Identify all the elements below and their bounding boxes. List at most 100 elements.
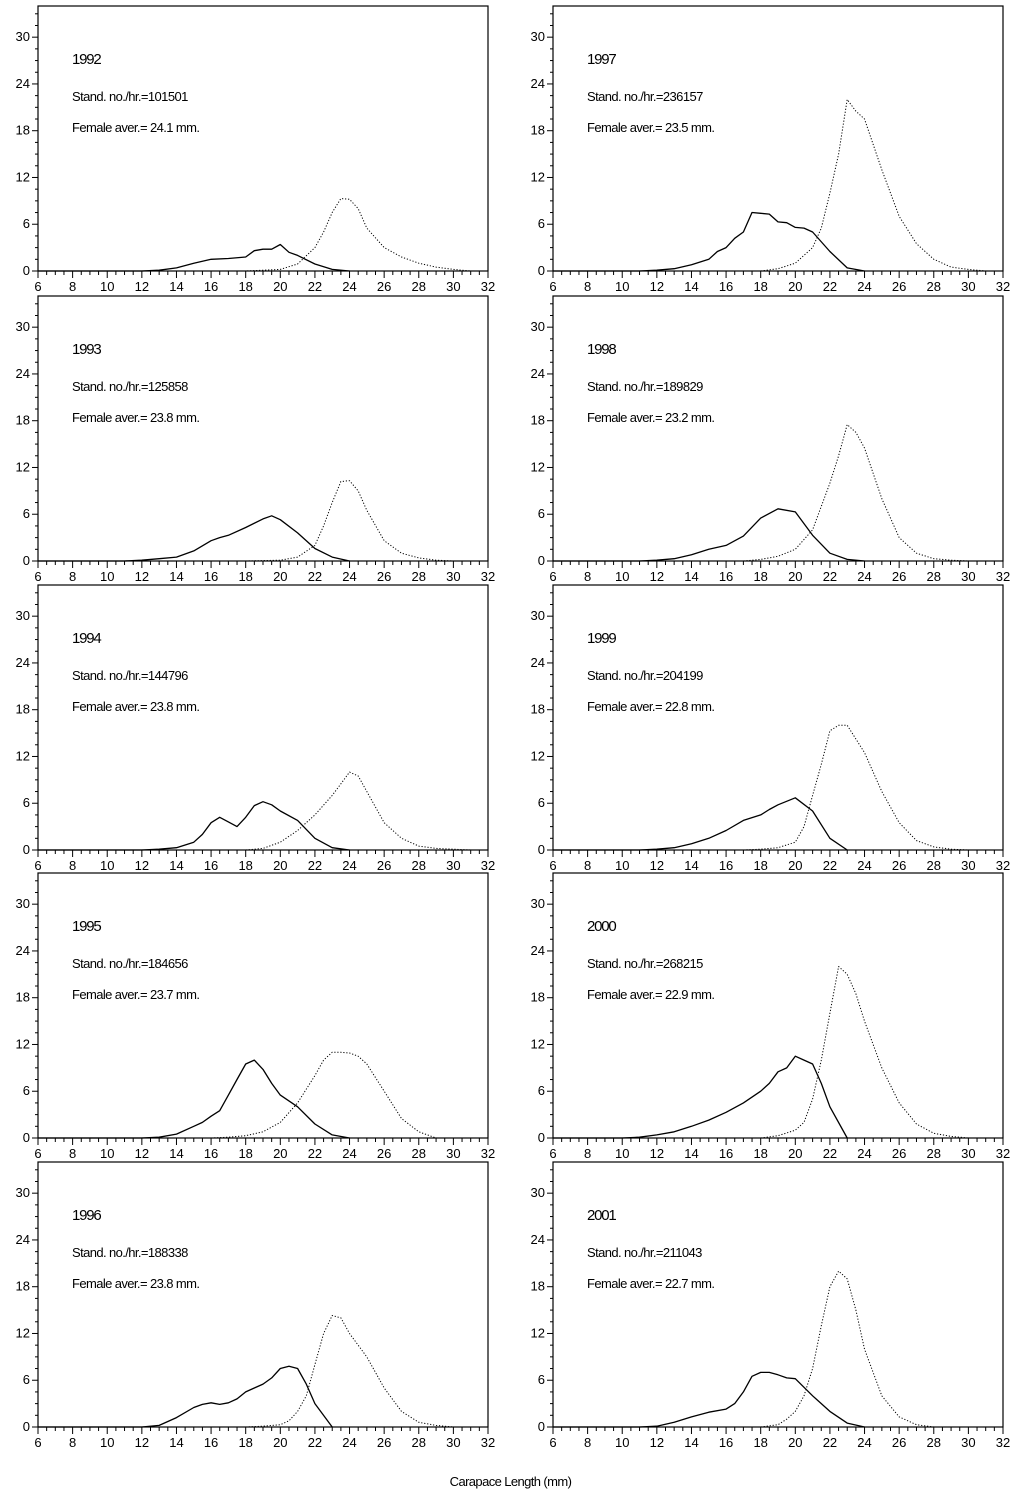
x-tick-label: 14	[684, 858, 698, 873]
x-tick-label: 10	[615, 1146, 629, 1161]
x-tick-label: 12	[650, 279, 664, 294]
y-tick-label: 18	[531, 123, 545, 138]
x-tick-label: 18	[238, 1435, 252, 1450]
x-tick-label: 16	[719, 1435, 733, 1450]
panel-stand-no: Stand. no./hr.=144796	[72, 668, 188, 683]
y-tick-label: 6	[23, 506, 30, 521]
x-tick-label: 32	[996, 1435, 1010, 1450]
x-tick-label: 16	[204, 279, 218, 294]
x-tick-label: 10	[615, 279, 629, 294]
series-line-dotted	[211, 1051, 437, 1139]
series-line-solid	[38, 801, 350, 851]
x-tick-label: 26	[377, 1146, 391, 1161]
x-tick-label: 6	[34, 858, 41, 873]
plot-frame	[552, 872, 1004, 1139]
x-tick-label: 32	[996, 279, 1010, 294]
chart-panel-1992: 0 6 12 18 24 30 6 8 10 12 14 16 18 20 22 24 26 28 30 32 1992…	[16, 5, 495, 294]
y-tick-label: 24	[16, 1232, 30, 1247]
x-tick-label: 30	[446, 569, 460, 584]
series-line-dotted	[760, 99, 986, 272]
plot-frame	[552, 5, 1004, 272]
panel-year: 1998	[587, 341, 617, 358]
y-tick-label: 12	[16, 459, 30, 474]
x-tick-label: 32	[996, 858, 1010, 873]
x-tick-label: 20	[788, 279, 802, 294]
x-tick-label: 32	[996, 1146, 1010, 1161]
series-line-dotted	[760, 1270, 934, 1428]
x-tick-label: 24	[342, 569, 356, 584]
x-tick-label: 30	[446, 279, 460, 294]
x-tick-label: 6	[34, 1146, 41, 1161]
x-tick-label: 30	[446, 858, 460, 873]
series-line-solid	[38, 1059, 350, 1139]
panel-stand-no: Stand. no./hr.=204199	[587, 668, 703, 683]
x-tick-label: 18	[238, 569, 252, 584]
x-tick-label: 24	[342, 1435, 356, 1450]
y-tick-label: 6	[23, 1083, 30, 1098]
panel-female-average: Female aver.= 23.8 mm.	[72, 410, 200, 425]
y-tick-label: 12	[531, 169, 545, 184]
y-tick-label: 0	[538, 263, 545, 278]
x-tick-label: 14	[169, 858, 183, 873]
chart-panel-1994: 0 6 12 18 24 30 6 8 10 12 14 16 18 20 22 24 26 28 30 32 1994…	[16, 584, 495, 873]
x-tick-label: 8	[69, 858, 76, 873]
x-tick-label: 20	[788, 1435, 802, 1450]
series-line-solid	[38, 515, 350, 562]
y-tick-label: 18	[16, 990, 30, 1005]
chart-panel-1995: 0 6 12 18 24 30 6 8 10 12 14 16 18 20 22 24 26 28 30 32 1995…	[16, 872, 495, 1161]
x-tick-label: 20	[788, 858, 802, 873]
x-tick-label: 6	[549, 858, 556, 873]
x-tick-label: 24	[342, 279, 356, 294]
x-tick-label: 14	[169, 279, 183, 294]
x-tick-label: 10	[615, 858, 629, 873]
x-tick-label: 18	[753, 279, 767, 294]
y-tick-label: 30	[16, 896, 30, 911]
y-tick-label: 0	[538, 1419, 545, 1434]
x-tick-label: 18	[753, 569, 767, 584]
x-tick-label: 24	[857, 1435, 871, 1450]
x-tick-label: 32	[481, 279, 495, 294]
x-tick-label: 12	[135, 858, 149, 873]
x-tick-label: 30	[446, 1435, 460, 1450]
x-tick-label: 10	[100, 569, 114, 584]
y-tick-label: 6	[538, 795, 545, 810]
x-tick-label: 24	[857, 279, 871, 294]
y-tick-label: 18	[16, 123, 30, 138]
panel-year: 1992	[72, 51, 102, 68]
panel-stand-no: Stand. no./hr.=125858	[72, 379, 188, 394]
x-tick-label: 8	[584, 1435, 591, 1450]
y-tick-label: 12	[531, 748, 545, 763]
x-tick-label: 12	[650, 569, 664, 584]
chart-grid: 0 6 12 18 24 30 6 8 10 12 14 16 18 20 22 24 26 28 30 32 1992…	[16, 5, 1010, 1450]
y-tick-label: 24	[16, 655, 30, 670]
x-tick-label: 10	[100, 279, 114, 294]
x-tick-label: 6	[34, 279, 41, 294]
panel-year: 1994	[72, 630, 102, 647]
y-tick-label: 30	[531, 896, 545, 911]
y-tick-label: 12	[16, 1325, 30, 1340]
panel-stand-no: Stand. no./hr.=236157	[587, 89, 703, 104]
y-tick-label: 6	[23, 795, 30, 810]
x-tick-label: 24	[342, 1146, 356, 1161]
x-tick-label: 14	[684, 1435, 698, 1450]
panel-female-average: Female aver.= 22.8 mm.	[587, 699, 715, 714]
x-tick-label: 12	[650, 858, 664, 873]
x-tick-label: 28	[927, 1146, 941, 1161]
y-tick-label: 0	[538, 842, 545, 857]
x-tick-label: 30	[446, 1146, 460, 1161]
x-tick-label: 14	[684, 569, 698, 584]
series-line-dotted	[743, 424, 969, 562]
y-tick-label: 6	[538, 1372, 545, 1387]
x-tick-label: 30	[961, 1435, 975, 1450]
plot-frame	[37, 584, 489, 851]
x-tick-label: 12	[650, 1435, 664, 1450]
plot-frame	[37, 5, 489, 272]
y-tick-label: 0	[538, 553, 545, 568]
panel-stand-no: Stand. no./hr.=189829	[587, 379, 703, 394]
x-tick-label: 20	[273, 1435, 287, 1450]
x-tick-label: 20	[273, 569, 287, 584]
x-tick-label: 10	[100, 858, 114, 873]
